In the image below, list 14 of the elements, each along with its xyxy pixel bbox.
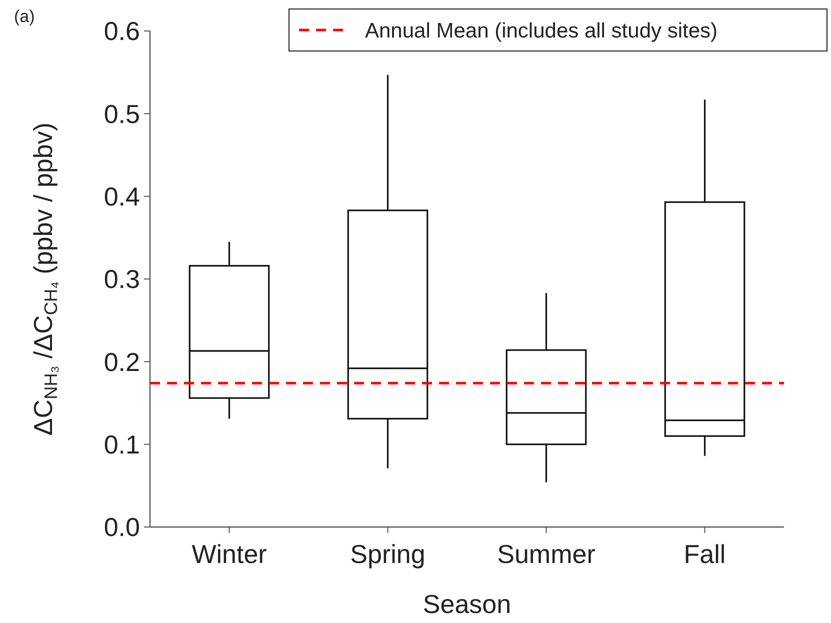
y-tick-label: 0.1: [104, 429, 140, 460]
x-tick-label: Winter: [192, 539, 268, 569]
x-tick-label: Fall: [684, 539, 726, 569]
y-tick-label: 0.6: [104, 16, 140, 46]
x-axis-title: Season: [422, 589, 512, 619]
y-tick-label: 0.5: [104, 98, 140, 129]
x-tick-label: Summer: [497, 539, 596, 569]
y-tick-label: 0.4: [104, 181, 140, 212]
x-tick-label: Spring: [350, 539, 426, 569]
y-tick-label: 0.3: [104, 264, 140, 294]
text: (a): [14, 7, 35, 26]
y-tick-label: 0.2: [104, 346, 140, 377]
y-tick-label: 0.0: [104, 512, 140, 542]
legend-label: Annual Mean (includes all study sites): [365, 19, 718, 42]
